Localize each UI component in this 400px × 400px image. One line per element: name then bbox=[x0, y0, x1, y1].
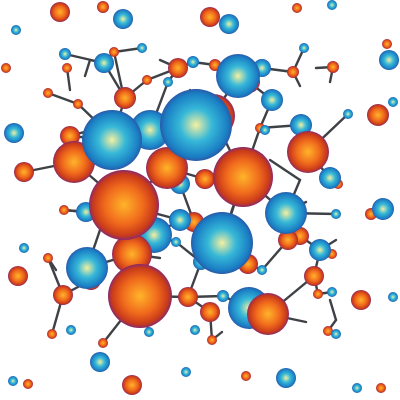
orange-atom-sphere bbox=[168, 58, 188, 78]
blue-atom-sphere bbox=[216, 54, 260, 98]
blue-atom-sphere bbox=[90, 352, 110, 372]
orange-atom-sphere bbox=[367, 104, 389, 126]
orange-atom-sphere bbox=[114, 87, 136, 109]
blue-atom-sphere bbox=[191, 212, 253, 274]
blue-atom-sphere bbox=[265, 192, 307, 234]
orange-atom-sphere bbox=[376, 383, 386, 393]
orange-atom-sphere bbox=[97, 1, 109, 13]
blue-atom-sphere bbox=[137, 43, 147, 53]
blue-atom-sphere bbox=[331, 329, 341, 339]
bond-line bbox=[328, 298, 338, 322]
orange-atom-sphere bbox=[207, 335, 217, 345]
orange-atom-sphere bbox=[43, 88, 53, 98]
orange-atom-sphere bbox=[146, 147, 188, 189]
blue-atom-sphere bbox=[4, 123, 24, 143]
orange-atom-sphere bbox=[241, 371, 251, 381]
orange-atom-sphere bbox=[178, 287, 198, 307]
orange-atom-sphere bbox=[382, 39, 392, 49]
blue-atom-sphere bbox=[171, 237, 181, 247]
orange-atom-sphere bbox=[292, 3, 302, 13]
blue-atom-sphere bbox=[352, 383, 362, 393]
blue-atom-sphere bbox=[181, 367, 191, 377]
orange-atom-sphere bbox=[323, 326, 333, 336]
orange-atom-sphere bbox=[60, 126, 80, 146]
bond-line bbox=[46, 91, 80, 106]
blue-atom-sphere bbox=[327, 287, 337, 297]
blue-atom-sphere bbox=[261, 89, 283, 111]
blue-atom-sphere bbox=[190, 325, 200, 335]
blue-atom-sphere bbox=[299, 43, 309, 53]
orange-atom-sphere bbox=[112, 234, 152, 274]
blue-atom-sphere bbox=[113, 9, 133, 29]
orange-atom-sphere bbox=[287, 66, 299, 78]
orange-atom-sphere bbox=[247, 293, 289, 335]
orange-atom-sphere bbox=[304, 266, 324, 286]
blue-atom-sphere bbox=[66, 247, 108, 289]
blue-atom-sphere bbox=[11, 25, 21, 35]
orange-atom-sphere bbox=[327, 61, 339, 73]
orange-atom-sphere bbox=[313, 289, 323, 299]
blue-atom-sphere bbox=[217, 290, 229, 302]
orange-atom-sphere bbox=[98, 338, 108, 348]
orange-atom-sphere bbox=[50, 2, 70, 22]
orange-atom-sphere bbox=[23, 379, 33, 389]
blue-atom-sphere bbox=[388, 292, 398, 302]
orange-atom-sphere bbox=[200, 302, 220, 322]
blue-atom-sphere bbox=[331, 209, 341, 219]
blue-atom-sphere bbox=[309, 239, 331, 261]
blue-atom-sphere bbox=[144, 327, 154, 337]
blue-atom-sphere bbox=[372, 198, 394, 220]
blue-atom-sphere bbox=[169, 209, 191, 231]
orange-atom-sphere bbox=[59, 205, 69, 215]
blue-atom-sphere bbox=[388, 97, 398, 107]
orange-atom-sphere bbox=[8, 266, 28, 286]
blue-atom-sphere bbox=[290, 114, 312, 136]
orange-atom-sphere bbox=[53, 285, 73, 305]
blue-atom-sphere bbox=[219, 14, 239, 34]
orange-atom-sphere bbox=[213, 147, 273, 207]
orange-atom-sphere bbox=[142, 75, 152, 85]
orange-atom-sphere bbox=[89, 170, 159, 240]
blue-atom-sphere bbox=[163, 77, 173, 87]
orange-atom-sphere bbox=[278, 230, 298, 250]
orange-atom-sphere bbox=[351, 290, 371, 310]
blue-atom-sphere bbox=[327, 0, 337, 10]
blue-atom-sphere bbox=[319, 167, 341, 189]
orange-atom-sphere bbox=[43, 253, 53, 263]
bond-line bbox=[268, 158, 302, 182]
orange-atom-sphere bbox=[287, 131, 329, 173]
blue-atom-sphere bbox=[257, 265, 267, 275]
orange-atom-sphere bbox=[62, 63, 72, 73]
blue-atom-sphere bbox=[94, 53, 114, 73]
orange-atom-sphere bbox=[108, 264, 172, 328]
blue-atom-sphere bbox=[59, 48, 71, 60]
bond-line bbox=[83, 58, 92, 78]
orange-atom-sphere bbox=[1, 63, 11, 73]
orange-atom-sphere bbox=[73, 99, 83, 109]
blue-atom-sphere bbox=[66, 325, 76, 335]
blue-atom-sphere bbox=[187, 56, 199, 68]
blue-atom-sphere bbox=[276, 368, 296, 388]
blue-atom-sphere bbox=[19, 243, 29, 253]
orange-atom-sphere bbox=[47, 329, 57, 339]
blue-atom-sphere bbox=[8, 376, 18, 386]
orange-atom-sphere bbox=[14, 162, 34, 182]
orange-atom-sphere bbox=[109, 47, 119, 57]
blue-atom-sphere bbox=[160, 89, 232, 161]
orange-atom-sphere bbox=[195, 169, 215, 189]
blue-atom-sphere bbox=[82, 110, 142, 170]
orange-atom-sphere bbox=[122, 375, 142, 395]
blue-atom-sphere bbox=[343, 109, 353, 119]
orange-atom-sphere bbox=[200, 7, 220, 27]
blue-atom-sphere bbox=[379, 50, 399, 70]
blue-atom-sphere bbox=[260, 125, 270, 135]
